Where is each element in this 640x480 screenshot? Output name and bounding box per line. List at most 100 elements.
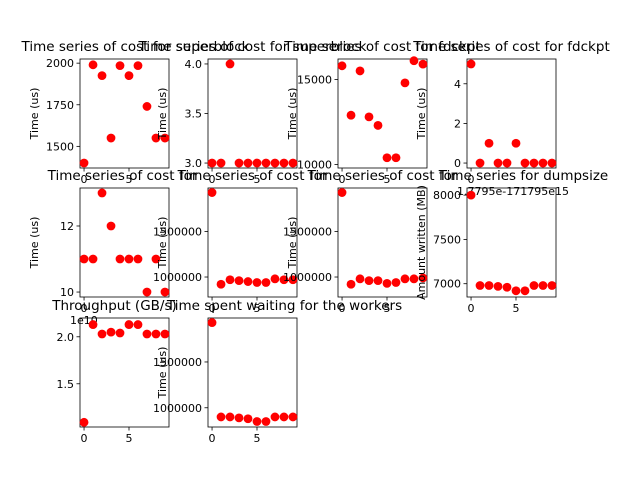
data-point [261, 278, 271, 287]
y-axis-label: Time (us) [156, 347, 169, 400]
y-axis-label: Time (us) [286, 217, 299, 270]
y-tick-label: 2.0 [57, 331, 75, 344]
axes-frame [79, 58, 170, 169]
data-point [142, 329, 152, 339]
y-tick-label: 1000000 [153, 271, 202, 284]
subplot-title: Time series of cost for fdckpt [412, 39, 609, 55]
data-point [529, 158, 539, 168]
data-point [520, 286, 530, 296]
data-point [225, 412, 235, 422]
y-tick-label: 0 [454, 157, 461, 170]
data-point [382, 278, 392, 288]
data-point [493, 281, 503, 291]
y-tick-label: 2 [454, 117, 461, 130]
data-point [207, 318, 217, 327]
y-tick-label: 8000 [433, 189, 461, 202]
data-point [475, 281, 485, 290]
data-point [409, 274, 419, 284]
subplot-title: Time series of cost for fdckpt [283, 39, 480, 55]
data-point [252, 417, 262, 426]
data-point [261, 158, 271, 168]
data-point [466, 59, 476, 69]
data-point [142, 102, 152, 111]
data-point [124, 320, 134, 329]
data-point [88, 254, 98, 264]
x-tick-label: 5 [125, 432, 132, 445]
data-point [547, 281, 557, 290]
axes-frame [207, 187, 298, 298]
data-point [133, 61, 143, 71]
data-point [160, 133, 170, 143]
y-tick-label: 10 [60, 286, 74, 299]
axes-frame [466, 58, 557, 169]
data-point [511, 138, 521, 148]
x-tick-label: 0 [339, 173, 346, 186]
data-point [346, 110, 356, 120]
axes-frame [337, 58, 428, 169]
y-tick-label: 15000 [297, 73, 332, 86]
y-tick-label: 1500000 [153, 356, 202, 369]
x-tick-label: 5 [383, 173, 390, 186]
y-tick-label: 2000 [46, 57, 74, 70]
data-point [511, 286, 521, 296]
data-point [493, 158, 503, 168]
data-point [364, 112, 374, 122]
data-point [520, 158, 530, 168]
data-point [216, 279, 226, 289]
data-point [400, 274, 410, 284]
data-point [382, 153, 392, 163]
data-point [106, 327, 116, 337]
data-point [106, 221, 116, 231]
data-point [115, 254, 125, 264]
data-point [243, 414, 253, 424]
data-point [466, 190, 476, 200]
subplot-title: Time series of cost for [47, 168, 198, 184]
y-tick-label: 1.5 [57, 378, 75, 391]
data-point [216, 158, 226, 168]
y-tick-label: 4.0 [185, 58, 203, 71]
subplot-8: 0 5 7000 7500 8000 Amount written (MB) Time se… [415, 168, 608, 315]
data-point [252, 158, 262, 168]
x-tick-label: 0 [81, 173, 88, 186]
axes-frame [207, 317, 298, 428]
data-point [400, 78, 410, 88]
y-tick-label: 3.0 [185, 157, 203, 170]
subplot-title: Time series for dumpsize [438, 168, 608, 184]
data-point [124, 71, 134, 81]
data-point [538, 281, 548, 290]
data-point [418, 273, 428, 283]
y-axis-label: Time (us) [286, 88, 299, 141]
subplot-title: Time series of cost for superblock [21, 39, 250, 55]
data-point [234, 276, 244, 286]
data-point [97, 329, 107, 339]
subplot-title: Time series of cost for [307, 168, 458, 184]
y-tick-label: 10000 [297, 159, 332, 172]
data-point [160, 287, 170, 297]
subplot-9: 0 5 1.5 2.0 Throughput (GB/s) [51, 298, 177, 445]
axes-frame [466, 187, 557, 298]
x-tick-label: 5 [253, 173, 260, 186]
data-point [418, 59, 428, 69]
data-point [243, 277, 253, 286]
data-point [391, 153, 401, 163]
data-point [252, 278, 262, 287]
data-point [216, 412, 226, 422]
data-point [225, 59, 235, 69]
data-point [391, 278, 401, 287]
y-axis-label: Time (us) [156, 217, 169, 270]
y-tick-label: 7500 [433, 233, 461, 246]
y-tick-label: 1500000 [153, 226, 202, 239]
data-point [225, 275, 235, 285]
data-point [270, 158, 280, 168]
y-tick-label: 4 [454, 78, 461, 91]
x-tick-label: 0 [209, 302, 216, 315]
data-point [270, 412, 280, 422]
x-tick-label: 0 [209, 173, 216, 186]
data-point [97, 71, 107, 81]
y-axis-label: Amount written (MB) [415, 185, 428, 300]
y-tick-label: 7000 [433, 278, 461, 291]
